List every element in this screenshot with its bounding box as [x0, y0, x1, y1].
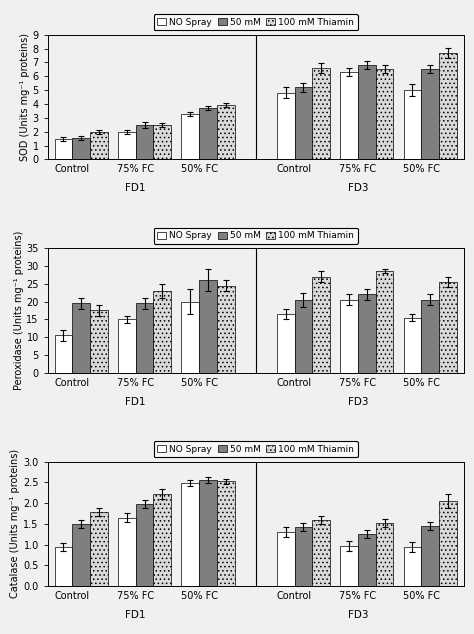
- Bar: [217, 481, 235, 586]
- Bar: [294, 527, 312, 586]
- Bar: [358, 534, 375, 586]
- Bar: [217, 105, 235, 159]
- Bar: [358, 294, 375, 373]
- Legend: NO Spray, 50 mM, 100 mM Thiamin: NO Spray, 50 mM, 100 mM Thiamin: [154, 441, 358, 457]
- Bar: [421, 69, 439, 159]
- Bar: [199, 280, 217, 373]
- Text: FD3: FD3: [347, 396, 368, 406]
- Bar: [55, 139, 73, 159]
- Text: FD3: FD3: [347, 183, 368, 193]
- Bar: [136, 303, 154, 373]
- Bar: [403, 90, 421, 159]
- Bar: [55, 547, 73, 586]
- Bar: [181, 483, 199, 586]
- Bar: [340, 72, 358, 159]
- Bar: [277, 93, 294, 159]
- Bar: [199, 108, 217, 159]
- Bar: [375, 271, 393, 373]
- Bar: [312, 520, 330, 586]
- Text: FD1: FD1: [126, 183, 146, 193]
- Legend: NO Spray, 50 mM, 100 mM Thiamin: NO Spray, 50 mM, 100 mM Thiamin: [154, 228, 358, 244]
- Legend: NO Spray, 50 mM, 100 mM Thiamin: NO Spray, 50 mM, 100 mM Thiamin: [154, 15, 358, 30]
- Bar: [340, 300, 358, 373]
- Bar: [118, 517, 136, 586]
- Bar: [154, 125, 171, 159]
- Text: FD1: FD1: [126, 396, 146, 406]
- Bar: [375, 69, 393, 159]
- Bar: [403, 547, 421, 586]
- Bar: [90, 512, 108, 586]
- Bar: [439, 53, 457, 159]
- Bar: [154, 494, 171, 586]
- Bar: [403, 318, 421, 373]
- Bar: [154, 291, 171, 373]
- Bar: [439, 282, 457, 373]
- Bar: [421, 300, 439, 373]
- Bar: [55, 335, 73, 373]
- Bar: [358, 65, 375, 159]
- Bar: [136, 125, 154, 159]
- Bar: [181, 113, 199, 159]
- Bar: [73, 524, 90, 586]
- Y-axis label: SOD (Units mg⁻¹ proteins): SOD (Units mg⁻¹ proteins): [20, 33, 30, 161]
- Text: FD1: FD1: [126, 610, 146, 620]
- Bar: [340, 546, 358, 586]
- Text: FD3: FD3: [347, 610, 368, 620]
- Bar: [439, 501, 457, 586]
- Bar: [90, 311, 108, 373]
- Bar: [277, 314, 294, 373]
- Bar: [136, 504, 154, 586]
- Y-axis label: Peroxidase (Units mg⁻¹ proteins): Peroxidase (Units mg⁻¹ proteins): [13, 231, 24, 390]
- Bar: [294, 300, 312, 373]
- Bar: [118, 320, 136, 373]
- Bar: [277, 532, 294, 586]
- Bar: [181, 302, 199, 373]
- Bar: [421, 526, 439, 586]
- Bar: [312, 68, 330, 159]
- Bar: [375, 523, 393, 586]
- Bar: [90, 132, 108, 159]
- Y-axis label: Catalase (Units mg⁻¹ proteins): Catalase (Units mg⁻¹ proteins): [10, 450, 20, 598]
- Bar: [73, 138, 90, 159]
- Bar: [199, 480, 217, 586]
- Bar: [118, 132, 136, 159]
- Bar: [217, 285, 235, 373]
- Bar: [73, 303, 90, 373]
- Bar: [294, 87, 312, 159]
- Bar: [312, 276, 330, 373]
